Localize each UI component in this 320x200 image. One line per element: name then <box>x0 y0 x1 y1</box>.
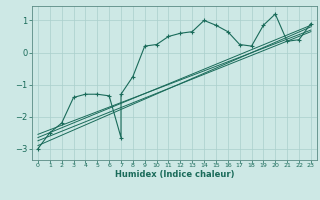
X-axis label: Humidex (Indice chaleur): Humidex (Indice chaleur) <box>115 170 234 179</box>
